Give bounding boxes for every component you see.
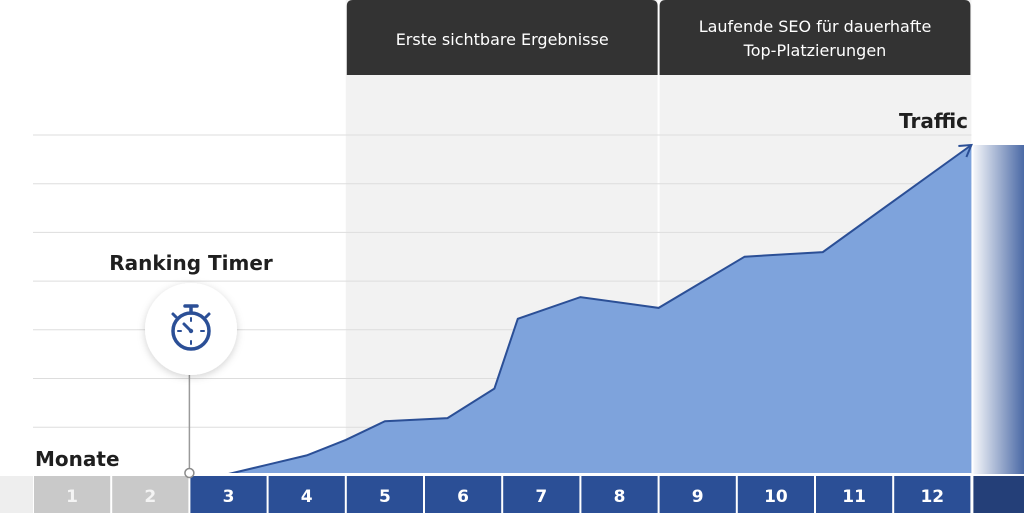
month-label: 4 [301,487,313,507]
month-label: 11 [842,487,866,507]
phase-header-text: Top-Platzierungen [743,41,887,60]
axis-edge-left [0,476,33,513]
traffic-line [228,144,972,475]
month-label: 2 [144,487,156,507]
month-cell-4 [268,476,345,513]
month-label: 5 [379,487,391,507]
month-cell-3 [190,476,267,513]
month-cell-9 [659,476,736,513]
month-label: 9 [692,487,704,507]
month-cell-1 [34,476,111,513]
month-label: 10 [764,487,788,507]
traffic-area [228,145,972,474]
phase-header-1 [346,0,658,75]
y-axis-label: Traffic [899,109,968,133]
axis-edge-right [973,476,1024,513]
marker-label: Ranking Timer [109,251,273,275]
phase-header-2 [659,0,971,75]
ranking-timer-badge [145,283,237,375]
month-label: 12 [920,487,944,507]
month-cell-11 [816,476,893,513]
month-cell-6 [425,476,502,513]
month-cell-2 [112,476,189,513]
month-label: 1 [66,487,78,507]
month-label: 8 [614,487,626,507]
right-edge-fade [973,145,1024,474]
month-cell-8 [581,476,658,513]
phase-header-text: Erste sichtbare Ergebnisse [396,30,609,49]
marker-dot [184,467,195,479]
x-axis-label: Monate [35,447,120,471]
phase-headers: Erste sichtbare Ergebnisse Laufende SEO f… [346,0,971,75]
month-cell-7 [503,476,580,513]
month-cell-5 [346,476,423,513]
month-label: 7 [535,487,547,507]
traffic-arrowhead [958,143,973,158]
phase-header-text: Laufende SEO für dauerhafte [699,17,932,36]
month-cell-10 [737,476,814,513]
month-label: 3 [223,487,235,507]
month-label: 6 [457,487,469,507]
month-axis: 1 2 3 4 5 6 7 8 9 10 11 12 [0,476,1024,513]
month-cell-12 [894,476,971,513]
stopwatch-icon [171,304,211,351]
